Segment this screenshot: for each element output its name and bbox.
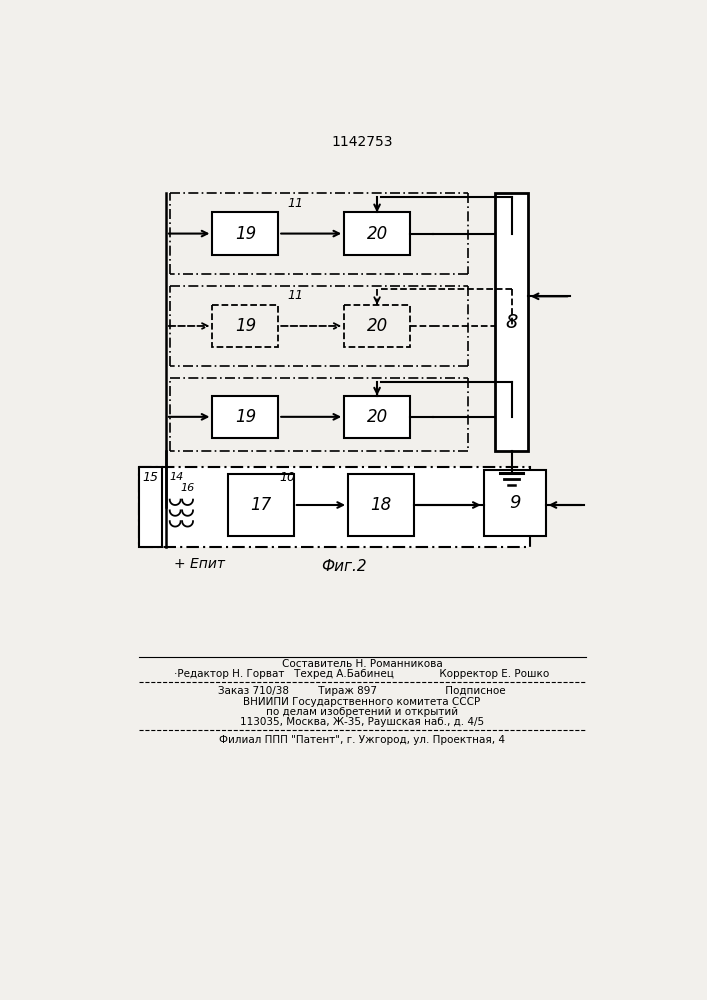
- Text: Заказ 710/38         Тираж 897                     Подписное: Заказ 710/38 Тираж 897 Подписное: [218, 686, 506, 696]
- Bar: [484, 470, 546, 536]
- Bar: [348, 474, 414, 536]
- Text: 9: 9: [509, 494, 520, 512]
- Text: 20: 20: [366, 408, 387, 426]
- Text: 20: 20: [366, 225, 387, 243]
- Text: ВНИИПИ Государственного комитета СССР: ВНИИПИ Государственного комитета СССР: [243, 697, 481, 707]
- Bar: [344, 396, 410, 438]
- Text: ·Редактор Н. Горват   Техред А.Бабинец              Корректор Е. Рошко: ·Редактор Н. Горват Техред А.Бабинец Кор…: [175, 669, 549, 679]
- Text: Фиг.2: Фиг.2: [321, 559, 367, 574]
- Text: 19: 19: [235, 225, 256, 243]
- Text: 11: 11: [287, 289, 303, 302]
- Text: 14: 14: [170, 472, 184, 482]
- Text: 19: 19: [235, 317, 256, 335]
- Text: по делам изобретений и открытий: по делам изобретений и открытий: [266, 707, 458, 717]
- Bar: [495, 193, 528, 451]
- Text: 113035, Москва, Ж-35, Раушская наб., д. 4/5: 113035, Москва, Ж-35, Раушская наб., д. …: [240, 717, 484, 727]
- Text: 18: 18: [370, 496, 392, 514]
- Bar: [139, 466, 530, 547]
- Text: 15: 15: [142, 471, 158, 484]
- Bar: [344, 305, 410, 347]
- Text: 8: 8: [506, 313, 518, 332]
- Text: Филиал ППП "Патент", г. Ужгород, ул. Проектная, 4: Филиал ППП "Патент", г. Ужгород, ул. Про…: [219, 735, 505, 745]
- Bar: [212, 212, 279, 255]
- Bar: [139, 466, 162, 547]
- Text: 17: 17: [250, 496, 271, 514]
- Bar: [212, 305, 279, 347]
- Bar: [344, 212, 410, 255]
- Text: + Eпит: + Eпит: [174, 557, 225, 571]
- Text: 11: 11: [287, 197, 303, 210]
- Bar: [212, 396, 279, 438]
- Text: 16: 16: [180, 483, 194, 493]
- Text: 20: 20: [366, 317, 387, 335]
- Text: 1142753: 1142753: [331, 135, 392, 149]
- Bar: [228, 474, 293, 536]
- Text: 10: 10: [279, 471, 296, 484]
- Text: 19: 19: [235, 408, 256, 426]
- Text: Составитель Н. Романникова: Составитель Н. Романникова: [281, 659, 443, 669]
